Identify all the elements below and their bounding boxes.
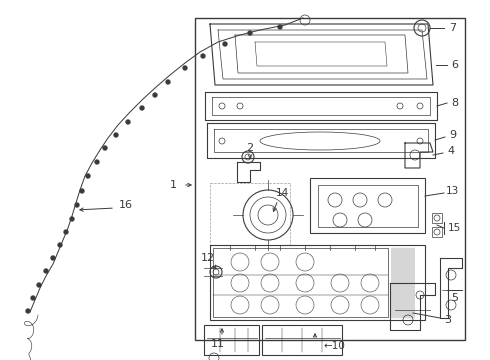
Circle shape — [125, 120, 130, 125]
Circle shape — [85, 174, 91, 179]
Circle shape — [182, 66, 188, 71]
Text: 13: 13 — [445, 186, 459, 196]
Bar — [318, 185, 418, 227]
Circle shape — [50, 256, 55, 261]
Circle shape — [114, 132, 119, 138]
Circle shape — [247, 31, 252, 36]
Circle shape — [70, 216, 74, 221]
Circle shape — [140, 105, 145, 111]
Circle shape — [102, 145, 107, 150]
Bar — [432, 213, 442, 223]
Circle shape — [277, 24, 283, 30]
Circle shape — [74, 202, 79, 207]
Text: 9: 9 — [449, 130, 457, 140]
Circle shape — [36, 283, 42, 288]
Text: 2: 2 — [246, 143, 253, 153]
Circle shape — [25, 309, 30, 314]
Bar — [204, 325, 259, 355]
Text: 5: 5 — [451, 293, 459, 303]
Circle shape — [79, 189, 84, 194]
Bar — [310, 178, 425, 233]
Text: 15: 15 — [447, 223, 461, 233]
Bar — [213, 248, 388, 317]
Text: 3: 3 — [444, 315, 451, 325]
Text: 6: 6 — [451, 60, 459, 70]
Circle shape — [152, 93, 157, 98]
Text: 16: 16 — [119, 200, 133, 210]
Bar — [195, 18, 465, 340]
Bar — [262, 325, 342, 355]
Text: 1: 1 — [170, 180, 176, 190]
Bar — [432, 227, 442, 237]
Text: 4: 4 — [447, 146, 455, 156]
Circle shape — [44, 269, 49, 274]
Text: 14: 14 — [275, 188, 289, 198]
Circle shape — [57, 243, 63, 248]
Text: 7: 7 — [449, 23, 457, 33]
Text: 12: 12 — [201, 253, 215, 263]
Circle shape — [222, 41, 227, 46]
Text: ←10: ←10 — [323, 341, 345, 351]
Text: 8: 8 — [451, 98, 459, 108]
Bar — [210, 245, 425, 320]
Circle shape — [166, 80, 171, 85]
Circle shape — [95, 159, 99, 165]
Circle shape — [200, 54, 205, 59]
Circle shape — [30, 296, 35, 301]
Text: 11: 11 — [211, 339, 225, 349]
Circle shape — [64, 230, 69, 234]
